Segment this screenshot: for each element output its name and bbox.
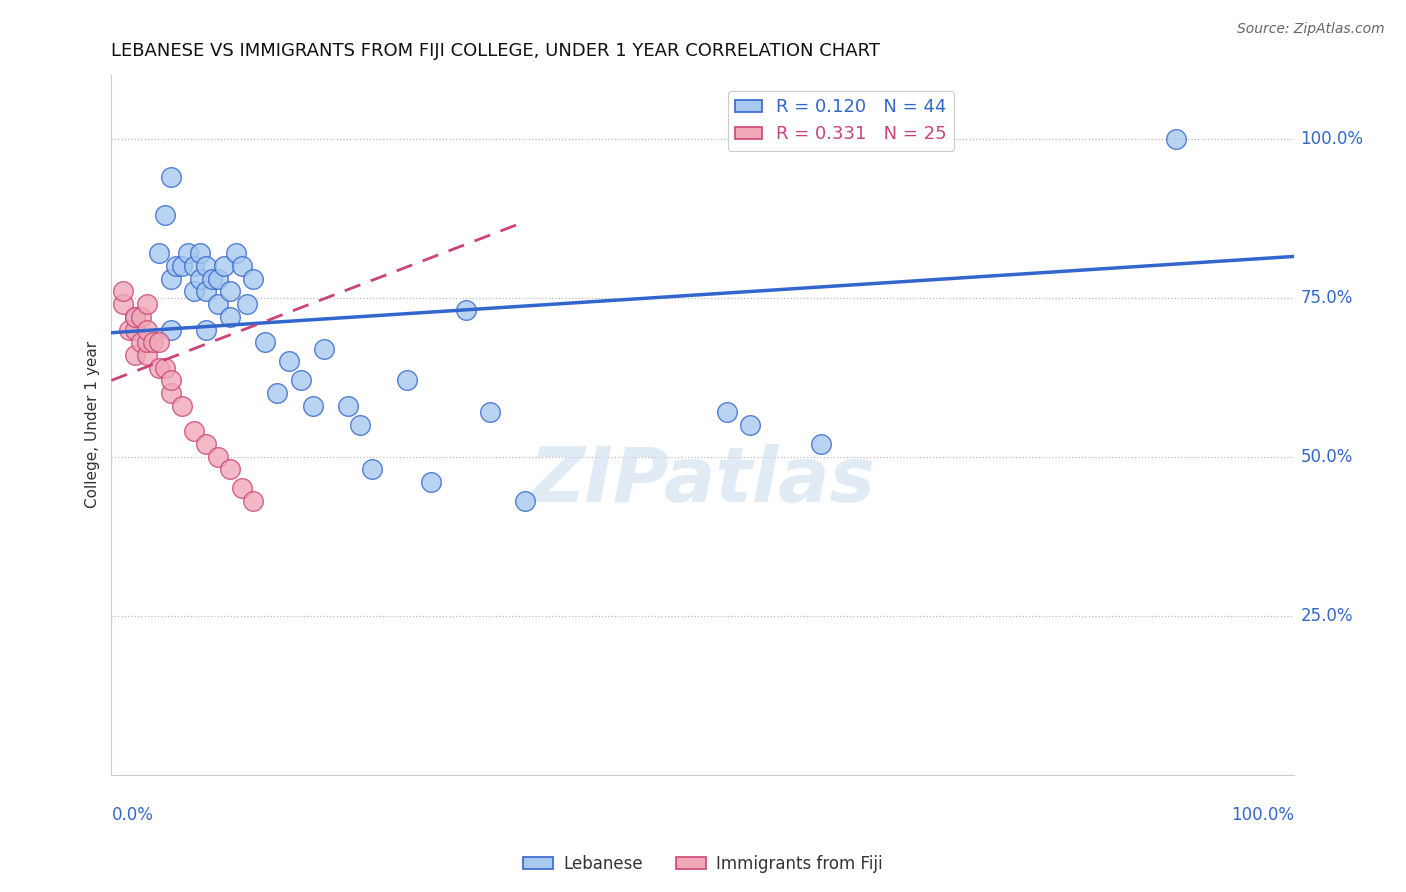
- Point: [142, 335, 165, 350]
- Point: [153, 208, 176, 222]
- Point: [159, 373, 181, 387]
- Point: [118, 322, 141, 336]
- Point: [236, 297, 259, 311]
- Point: [277, 354, 299, 368]
- Point: [148, 360, 170, 375]
- Point: [112, 297, 135, 311]
- Point: [290, 373, 312, 387]
- Point: [195, 285, 218, 299]
- Point: [231, 482, 253, 496]
- Point: [159, 271, 181, 285]
- Point: [188, 246, 211, 260]
- Point: [124, 310, 146, 324]
- Point: [314, 342, 336, 356]
- Legend: R = 0.120   N = 44, R = 0.331   N = 25: R = 0.120 N = 44, R = 0.331 N = 25: [727, 91, 955, 151]
- Point: [301, 399, 323, 413]
- Point: [124, 310, 146, 324]
- Point: [419, 475, 441, 489]
- Point: [740, 417, 762, 432]
- Text: 50.0%: 50.0%: [1301, 448, 1353, 466]
- Point: [349, 417, 371, 432]
- Point: [183, 259, 205, 273]
- Point: [195, 437, 218, 451]
- Point: [183, 285, 205, 299]
- Point: [148, 246, 170, 260]
- Point: [129, 335, 152, 350]
- Text: 100.0%: 100.0%: [1232, 806, 1295, 824]
- Point: [124, 348, 146, 362]
- Point: [159, 322, 181, 336]
- Point: [242, 494, 264, 508]
- Point: [218, 310, 240, 324]
- Point: [201, 271, 224, 285]
- Point: [1166, 132, 1188, 146]
- Point: [177, 246, 200, 260]
- Text: ZIPatlas: ZIPatlas: [530, 444, 876, 518]
- Point: [135, 335, 157, 350]
- Point: [135, 297, 157, 311]
- Point: [135, 322, 157, 336]
- Text: 25.0%: 25.0%: [1301, 607, 1353, 624]
- Point: [207, 450, 229, 464]
- Point: [159, 169, 181, 184]
- Point: [716, 405, 738, 419]
- Point: [159, 386, 181, 401]
- Point: [478, 405, 501, 419]
- Point: [218, 285, 240, 299]
- Point: [456, 303, 478, 318]
- Y-axis label: College, Under 1 year: College, Under 1 year: [86, 342, 100, 508]
- Point: [166, 259, 188, 273]
- Point: [207, 271, 229, 285]
- Legend: Lebanese, Immigrants from Fiji: Lebanese, Immigrants from Fiji: [516, 848, 890, 880]
- Point: [212, 259, 235, 273]
- Point: [225, 246, 247, 260]
- Point: [254, 335, 277, 350]
- Point: [218, 462, 240, 476]
- Text: Source: ZipAtlas.com: Source: ZipAtlas.com: [1237, 22, 1385, 37]
- Point: [172, 259, 194, 273]
- Point: [188, 271, 211, 285]
- Text: 0.0%: 0.0%: [111, 806, 153, 824]
- Point: [231, 259, 253, 273]
- Point: [515, 494, 537, 508]
- Point: [207, 297, 229, 311]
- Point: [148, 335, 170, 350]
- Point: [242, 271, 264, 285]
- Point: [266, 386, 288, 401]
- Text: 75.0%: 75.0%: [1301, 289, 1353, 307]
- Point: [396, 373, 419, 387]
- Point: [135, 348, 157, 362]
- Point: [172, 399, 194, 413]
- Point: [810, 437, 832, 451]
- Point: [129, 310, 152, 324]
- Point: [360, 462, 382, 476]
- Point: [195, 322, 218, 336]
- Text: 100.0%: 100.0%: [1301, 129, 1364, 148]
- Point: [183, 424, 205, 438]
- Point: [112, 285, 135, 299]
- Point: [124, 322, 146, 336]
- Text: LEBANESE VS IMMIGRANTS FROM FIJI COLLEGE, UNDER 1 YEAR CORRELATION CHART: LEBANESE VS IMMIGRANTS FROM FIJI COLLEGE…: [111, 42, 880, 60]
- Point: [337, 399, 360, 413]
- Point: [153, 360, 176, 375]
- Point: [195, 259, 218, 273]
